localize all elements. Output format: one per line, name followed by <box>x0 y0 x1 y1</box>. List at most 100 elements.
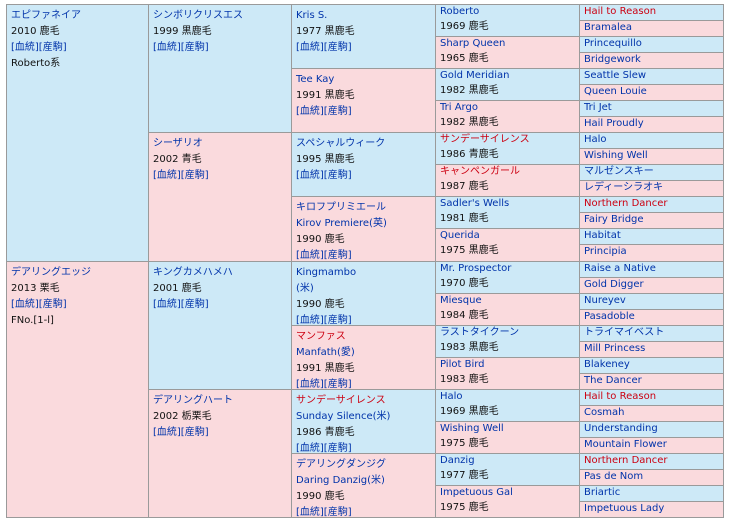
gen5-horse-cell: Tri Jet <box>579 100 724 118</box>
horse-name-link[interactable]: Habitat <box>584 230 621 242</box>
gen5-horse-cell: Northern Dancer <box>579 196 724 214</box>
gen1-horse-cell: デアリングエッジ 2013 栗毛 [血統][産駒] FNo.[1-l] <box>6 260 149 518</box>
horse-name-link[interactable]: Gold Digger <box>584 278 644 290</box>
pedigree-offspring-links[interactable]: [血統][産駒] <box>153 170 209 182</box>
horse-name-link[interactable]: Danzig <box>440 454 475 466</box>
horse-name-link[interactable]: Pilot Bird <box>440 358 485 370</box>
horse-name-link[interactable]: Impetuous Lady <box>584 502 665 514</box>
gen4-horse-cell: Wishing Well 1975 鹿毛 <box>435 420 580 454</box>
horse-name-link[interactable]: The Dancer <box>584 374 642 386</box>
pedigree-offspring-links[interactable]: [血統][産駒] <box>296 314 352 326</box>
gen4-horse-cell: Halo 1969 黒鹿毛 <box>435 388 580 422</box>
gen4-horse-cell: Gold Meridian 1982 黒鹿毛 <box>435 68 580 102</box>
horse-year-color: 1982 黒鹿毛 <box>440 85 499 97</box>
horse-name-link[interactable]: Pasadoble <box>584 310 635 322</box>
horse-year-color: 1969 黒鹿毛 <box>440 405 499 417</box>
horse-name-link[interactable]: Understanding <box>584 422 658 434</box>
gen5-horse-cell: レディーシラオキ <box>579 180 724 198</box>
pedigree-offspring-links[interactable]: [血統][産駒] <box>296 42 352 53</box>
horse-name-link[interactable]: キロフプリミエール <box>296 202 386 214</box>
horse-year-color: 1983 鹿毛 <box>440 373 489 385</box>
horse-name-link[interactable]: Querida <box>440 230 480 242</box>
horse-name-link[interactable]: シンボリクリスエス <box>153 10 243 21</box>
horse-name-link[interactable]: Gold Meridian <box>440 70 510 82</box>
horse-name-link[interactable]: Sadler's Wells <box>440 198 510 210</box>
horse-name-link[interactable]: Northern Dancer <box>584 198 668 210</box>
horse-name-link[interactable]: Fairy Bridge <box>584 214 644 226</box>
horse-name-link[interactable]: Bramalea <box>584 22 633 34</box>
horse-name-link[interactable]: トライマイベスト <box>584 326 665 338</box>
horse-name-link[interactable]: Roberto <box>440 6 480 17</box>
horse-name-link[interactable]: Tri Argo <box>440 102 478 114</box>
horse-name-link[interactable]: デアリングハート <box>153 394 233 406</box>
pedigree-offspring-links[interactable]: [血統][産駒] <box>296 378 352 390</box>
horse-name-link[interactable]: Cosmah <box>584 406 625 418</box>
gen5-horse-cell: Wishing Well <box>579 148 724 166</box>
horse-name-link[interactable]: マンファス <box>296 330 346 342</box>
horse-name-link[interactable]: マルゼンスキー <box>584 166 654 178</box>
gen5-horse-cell: Briartic <box>579 484 724 502</box>
pedigree-offspring-links[interactable]: [血統][産駒] <box>296 442 352 454</box>
horse-name-link[interactable]: Princequillo <box>584 38 642 50</box>
horse-year-color: 1984 鹿毛 <box>440 309 489 321</box>
horse-name-link[interactable]: Miesque <box>440 294 482 306</box>
pedigree-offspring-links[interactable]: [血統][産駒] <box>153 426 209 438</box>
horse-name-link[interactable]: Mountain Flower <box>584 438 667 450</box>
horse-name-link[interactable]: Nureyev <box>584 294 626 306</box>
gen4-horse-cell: キャンペンガール 1987 鹿毛 <box>435 164 580 198</box>
pedigree-offspring-links[interactable]: [血統][産駒] <box>153 42 209 53</box>
horse-name-link[interactable]: Seattle Slew <box>584 70 647 82</box>
pedigree-offspring-links[interactable]: [血統][産駒] <box>296 106 352 118</box>
horse-name-link[interactable]: Northern Dancer <box>584 454 668 466</box>
horse-name-link[interactable]: Raise a Native <box>584 262 656 274</box>
gen4-horse-cell: Miesque 1984 鹿毛 <box>435 292 580 326</box>
pedigree-offspring-links[interactable]: [血統][産駒] <box>11 298 67 310</box>
horse-name-link[interactable]: Blakeney <box>584 358 630 370</box>
horse-name-link[interactable]: Queen Louie <box>584 86 647 98</box>
horse-name-link[interactable]: Hail to Reason <box>584 6 657 17</box>
horse-name-link[interactable]: Mill Princess <box>584 342 646 354</box>
gen3-horse-cell: キロフプリミエール Kirov Premiere(英) 1990 鹿毛 [血統][産駒… <box>291 196 436 262</box>
horse-name-link[interactable]: Pas de Nom <box>584 470 644 482</box>
horse-name-link[interactable]: キャンペンガール <box>440 166 520 178</box>
horse-name-link[interactable]: Hail Proudly <box>584 118 644 130</box>
pedigree-offspring-links[interactable]: [血統][産駒] <box>296 170 352 182</box>
horse-name-link[interactable]: Impetuous Gal <box>440 486 513 498</box>
horse-name-link[interactable]: Mr. Prospector <box>440 262 512 274</box>
horse-name-link[interactable]: Kingmambo <box>296 266 357 278</box>
horse-name-link[interactable]: スペシャルウィーク <box>296 138 386 150</box>
horse-foreign-name: Manfath(愛) <box>296 346 355 358</box>
horse-name-link[interactable]: Bridgework <box>584 54 641 66</box>
pedigree-offspring-links[interactable]: [血統][産駒] <box>296 250 352 262</box>
horse-year-color: 1986 青鹿毛 <box>440 149 499 161</box>
horse-name-link[interactable]: Halo <box>440 390 463 402</box>
pedigree-offspring-links[interactable]: [血統][産駒] <box>11 42 67 53</box>
horse-name-link[interactable]: レディーシラオキ <box>584 182 664 194</box>
gen4-horse-cell: Danzig 1977 鹿毛 <box>435 452 580 486</box>
gen5-horse-cell: Understanding <box>579 420 724 438</box>
pedigree-offspring-links[interactable]: [血統][産駒] <box>153 298 209 310</box>
horse-name-link[interactable]: サンデーサイレンス <box>440 134 530 146</box>
horse-info-line: 1986 青鹿毛 <box>296 426 355 438</box>
horse-name-link[interactable]: デアリングダンジグ <box>296 458 386 470</box>
horse-name-link[interactable]: キングカメハメハ <box>153 266 233 278</box>
horse-name-link[interactable]: エピファネイア <box>11 10 81 21</box>
horse-name-link[interactable]: Tri Jet <box>584 102 612 114</box>
horse-name-link[interactable]: デアリングエッジ <box>11 266 91 278</box>
horse-foreign-name: Daring Danzig(米) <box>296 474 385 486</box>
horse-year-color: 1983 黒鹿毛 <box>440 341 499 353</box>
pedigree-offspring-links[interactable]: [血統][産駒] <box>296 506 352 518</box>
horse-name-link[interactable]: Principia <box>584 246 627 258</box>
horse-name-link[interactable]: Wishing Well <box>440 422 504 434</box>
horse-name-link[interactable]: Hail to Reason <box>584 390 657 402</box>
horse-info-line: 1990 鹿毛 <box>296 298 345 310</box>
horse-name-link[interactable]: サンデーサイレンス <box>296 394 386 406</box>
horse-name-link[interactable]: ラストタイクーン <box>440 326 520 338</box>
horse-name-link[interactable]: Briartic <box>584 486 621 498</box>
horse-name-link[interactable]: Sharp Queen <box>440 38 506 50</box>
horse-name-link[interactable]: Halo <box>584 134 607 146</box>
horse-name-link[interactable]: Kris S. <box>296 10 328 21</box>
horse-name-link[interactable]: Wishing Well <box>584 150 648 162</box>
horse-name-link[interactable]: シーザリオ <box>153 138 203 150</box>
horse-name-link[interactable]: Tee Kay <box>296 74 335 86</box>
